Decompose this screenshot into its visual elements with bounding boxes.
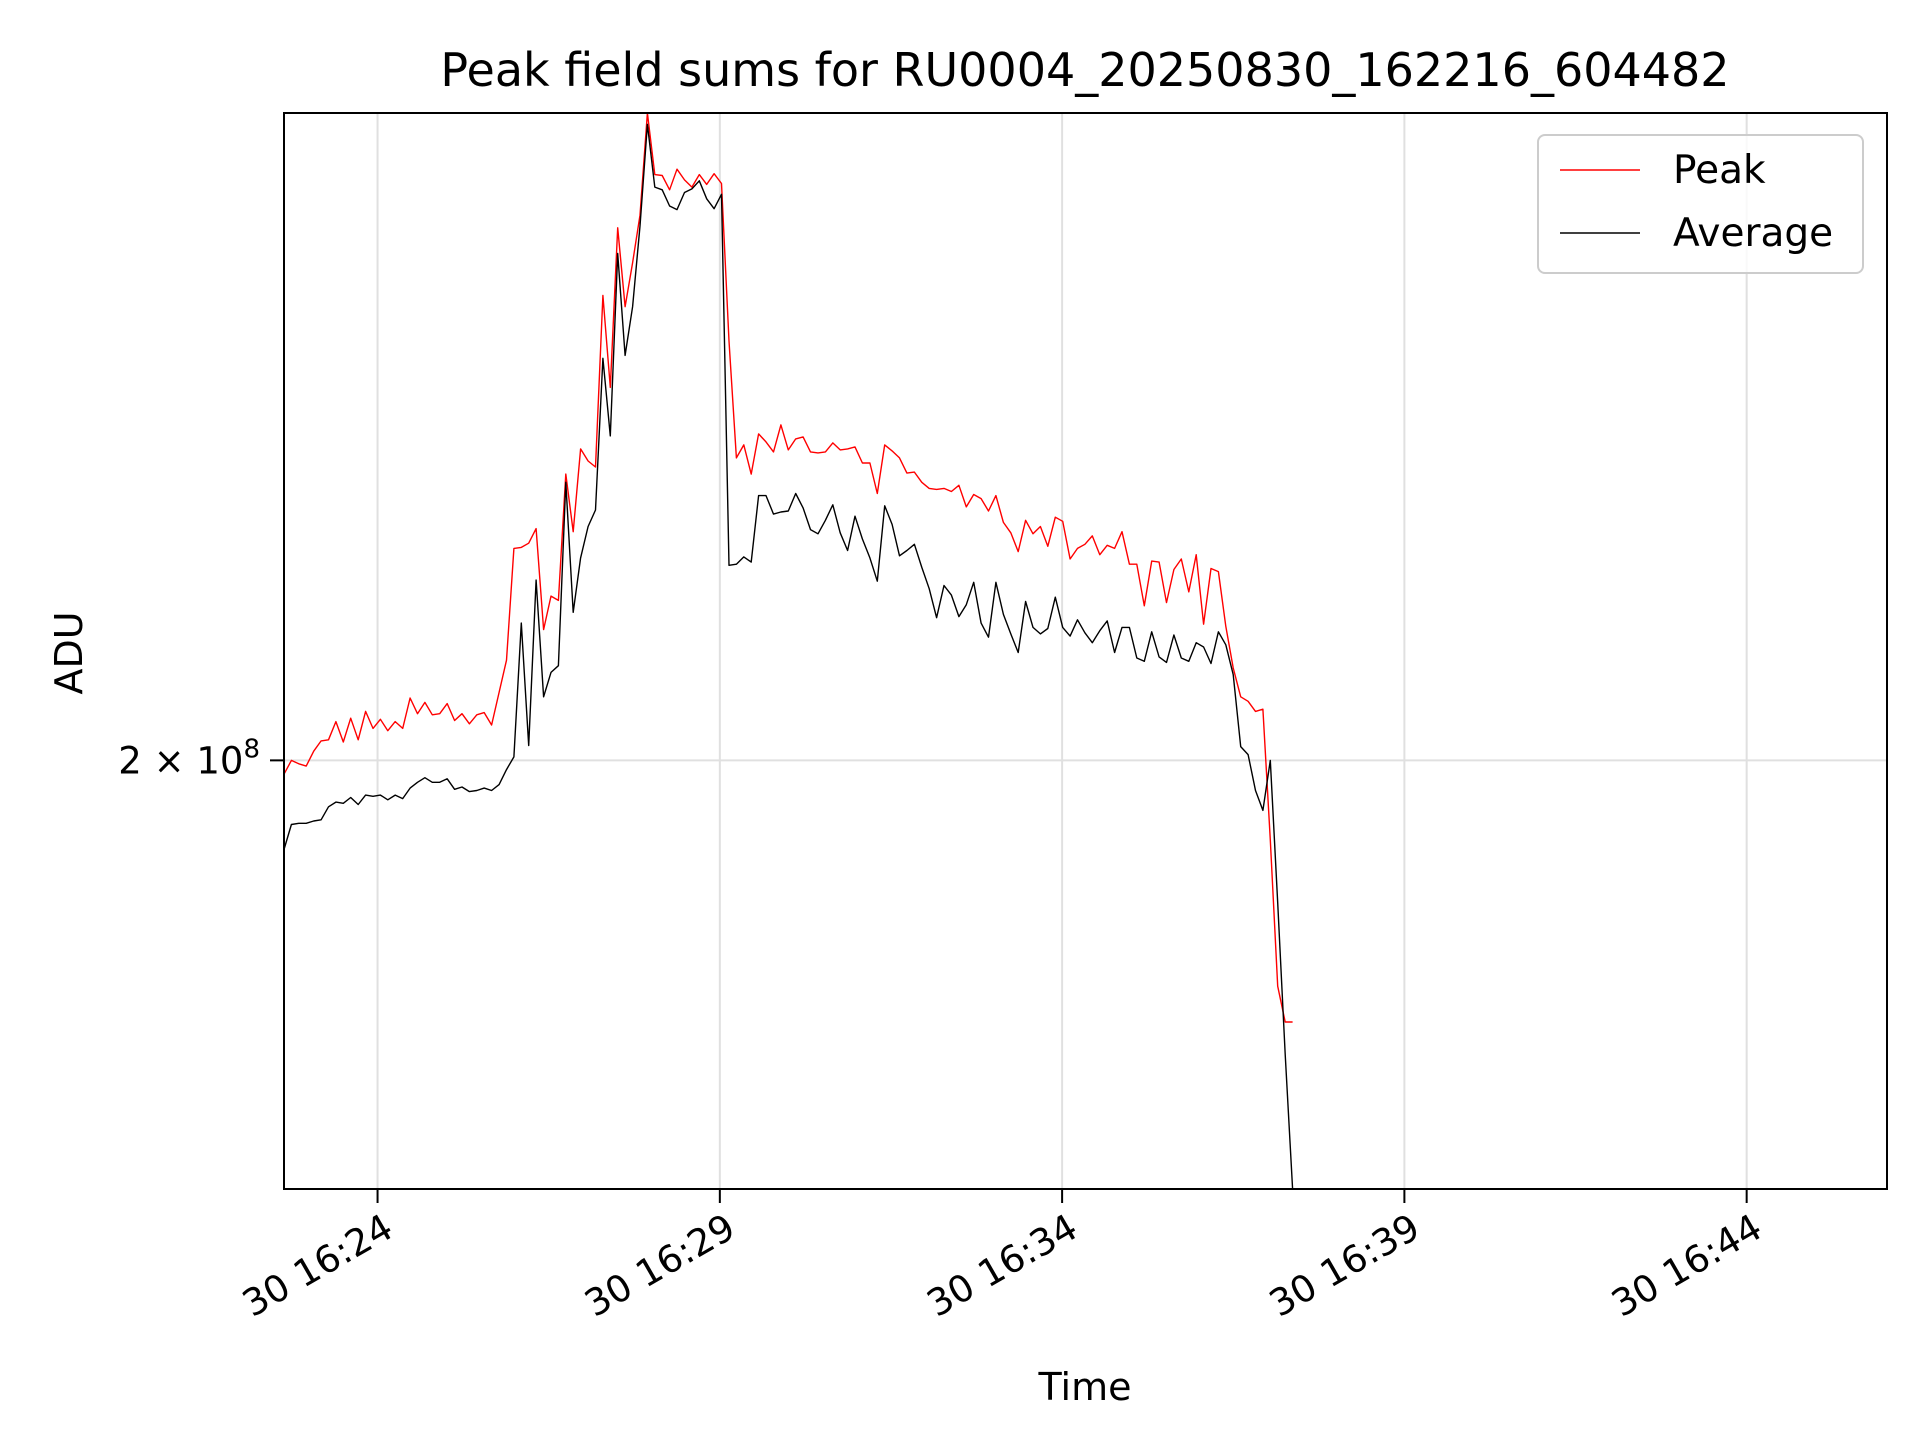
legend-label-peak: Peak xyxy=(1673,148,1766,193)
series-lines xyxy=(284,113,1294,1189)
legend-label-average: Average xyxy=(1673,211,1833,256)
legend: Peak Average xyxy=(1537,134,1864,274)
y-axis-label: ADU xyxy=(47,611,91,694)
plot-area-frame xyxy=(283,112,1888,1190)
series-line-peak xyxy=(284,113,1293,1023)
y-tick-label: 2 × 108 xyxy=(118,734,260,782)
grid-lines xyxy=(284,113,1887,1189)
series-line-average xyxy=(284,123,1294,1189)
chart-title: Peak field sums for RU0004_20250830_1622… xyxy=(440,43,1729,97)
x-axis-label: Time xyxy=(1038,1365,1132,1409)
